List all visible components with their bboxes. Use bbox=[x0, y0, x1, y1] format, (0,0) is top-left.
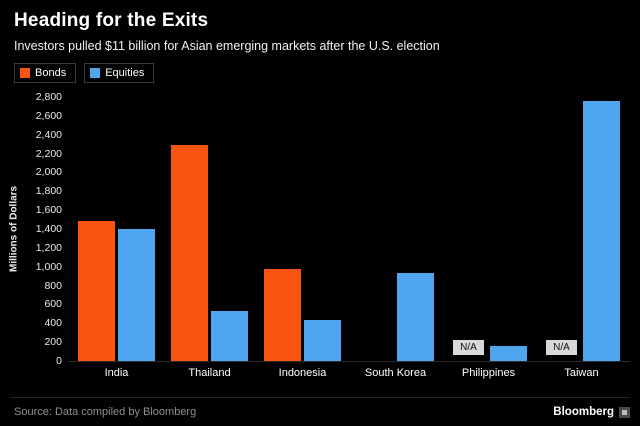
bar-slot bbox=[171, 97, 208, 361]
y-tick-label: 1,200 bbox=[35, 241, 62, 254]
legend-swatch-icon bbox=[20, 68, 30, 78]
bar-slot bbox=[490, 97, 527, 361]
legend-item-bonds: Bonds bbox=[14, 63, 77, 83]
x-axis-label-indonesia: Indonesia bbox=[278, 367, 327, 379]
na-badge-philippines: N/A bbox=[453, 340, 484, 355]
y-tick-label: 2,000 bbox=[35, 166, 62, 179]
bar-slot bbox=[304, 97, 341, 361]
y-tick-label: 2,800 bbox=[35, 91, 62, 103]
legend-item-equities: Equities bbox=[84, 63, 155, 83]
y-tick-label: 600 bbox=[44, 298, 62, 311]
bar-pair bbox=[256, 97, 349, 361]
y-tick-label: 2,200 bbox=[35, 147, 62, 160]
x-axis-label-philippines: Philippines bbox=[461, 367, 516, 379]
bar-slot bbox=[78, 97, 115, 361]
x-axis-label-south-korea: South Korea bbox=[364, 367, 427, 379]
bar-slot bbox=[583, 97, 620, 361]
bar-equities-indonesia bbox=[304, 320, 341, 361]
y-axis-title: Millions of Dollars bbox=[8, 185, 20, 273]
bar-group-indonesia: Indonesia bbox=[256, 97, 349, 379]
bar-pair: N/A bbox=[442, 97, 535, 361]
bar-group-india: India bbox=[70, 97, 163, 379]
footer: Source: Data compiled by Bloomberg Bloom… bbox=[10, 397, 630, 418]
bar-equities-south-korea bbox=[397, 273, 434, 361]
y-axis: 0 200 400 600 800 1,000 1,200 1,400 1,600 1,800 2,… bbox=[22, 91, 68, 367]
bar-bonds-india bbox=[78, 220, 115, 361]
y-tick-label: 0 bbox=[56, 355, 62, 367]
bar-group-philippines: N/A Philippines bbox=[442, 97, 535, 379]
bar-slot bbox=[264, 97, 301, 361]
bar-pair: N/A bbox=[535, 97, 628, 361]
bar-slot bbox=[211, 97, 248, 361]
bloomberg-logo-text: Bloomberg bbox=[553, 406, 614, 418]
bar-equities-philippines bbox=[490, 345, 527, 361]
y-tick-label: 1,600 bbox=[35, 204, 62, 217]
source-note: Source: Data compiled by Bloomberg bbox=[14, 406, 197, 418]
x-axis-label-taiwan: Taiwan bbox=[564, 367, 599, 379]
bar-slot: N/A bbox=[450, 97, 487, 361]
y-tick-label: 400 bbox=[44, 317, 62, 330]
bar-group-south-korea: South Korea bbox=[349, 97, 442, 379]
legend-label: Bonds bbox=[35, 67, 67, 79]
legend: Bonds Equities bbox=[14, 63, 640, 83]
plot-area: India Thailand Indonesia South Korea N/A Phil… bbox=[68, 97, 630, 379]
bar-chart: Millions of Dollars 0 200 400 600 800 1,000 1,… bbox=[6, 91, 630, 384]
legend-swatch-icon bbox=[90, 68, 101, 78]
bar-slot bbox=[118, 97, 155, 361]
bar-equities-taiwan bbox=[583, 100, 620, 361]
chart-title: Heading for the Exits bbox=[14, 10, 209, 31]
bar-bonds-thailand bbox=[171, 145, 208, 361]
x-axis-label-thailand: Thailand bbox=[188, 367, 231, 379]
bloomberg-icon bbox=[619, 406, 630, 418]
y-tick-label: 1,400 bbox=[35, 223, 62, 235]
legend-label: Equities bbox=[105, 67, 145, 79]
bar-pair bbox=[163, 97, 256, 361]
bar-equities-india bbox=[118, 229, 155, 361]
y-tick-label: 1,800 bbox=[35, 185, 62, 198]
bar-slot bbox=[397, 97, 434, 361]
y-tick-label: 2,400 bbox=[35, 128, 62, 141]
bar-bonds-indonesia bbox=[264, 268, 301, 361]
bar-group-thailand: Thailand bbox=[163, 97, 256, 379]
bar-pair bbox=[349, 97, 442, 361]
bloomberg-logo: Bloomberg bbox=[553, 406, 630, 418]
bar-slot bbox=[357, 97, 394, 361]
y-tick-label: 2,600 bbox=[35, 109, 62, 122]
y-tick-label: 200 bbox=[44, 336, 62, 349]
bar-equities-thailand bbox=[211, 311, 248, 361]
bar-slot: N/A bbox=[543, 97, 580, 361]
bar-group-taiwan: N/A Taiwan bbox=[535, 97, 628, 379]
y-tick-label: 1,000 bbox=[35, 260, 62, 273]
chart-subtitle: Investors pulled $11 billion for Asian e… bbox=[14, 39, 440, 53]
na-badge-taiwan: N/A bbox=[546, 340, 577, 355]
y-tick-label: 800 bbox=[44, 279, 62, 292]
bar-pair bbox=[70, 97, 163, 361]
x-axis-label-india: India bbox=[104, 367, 129, 379]
